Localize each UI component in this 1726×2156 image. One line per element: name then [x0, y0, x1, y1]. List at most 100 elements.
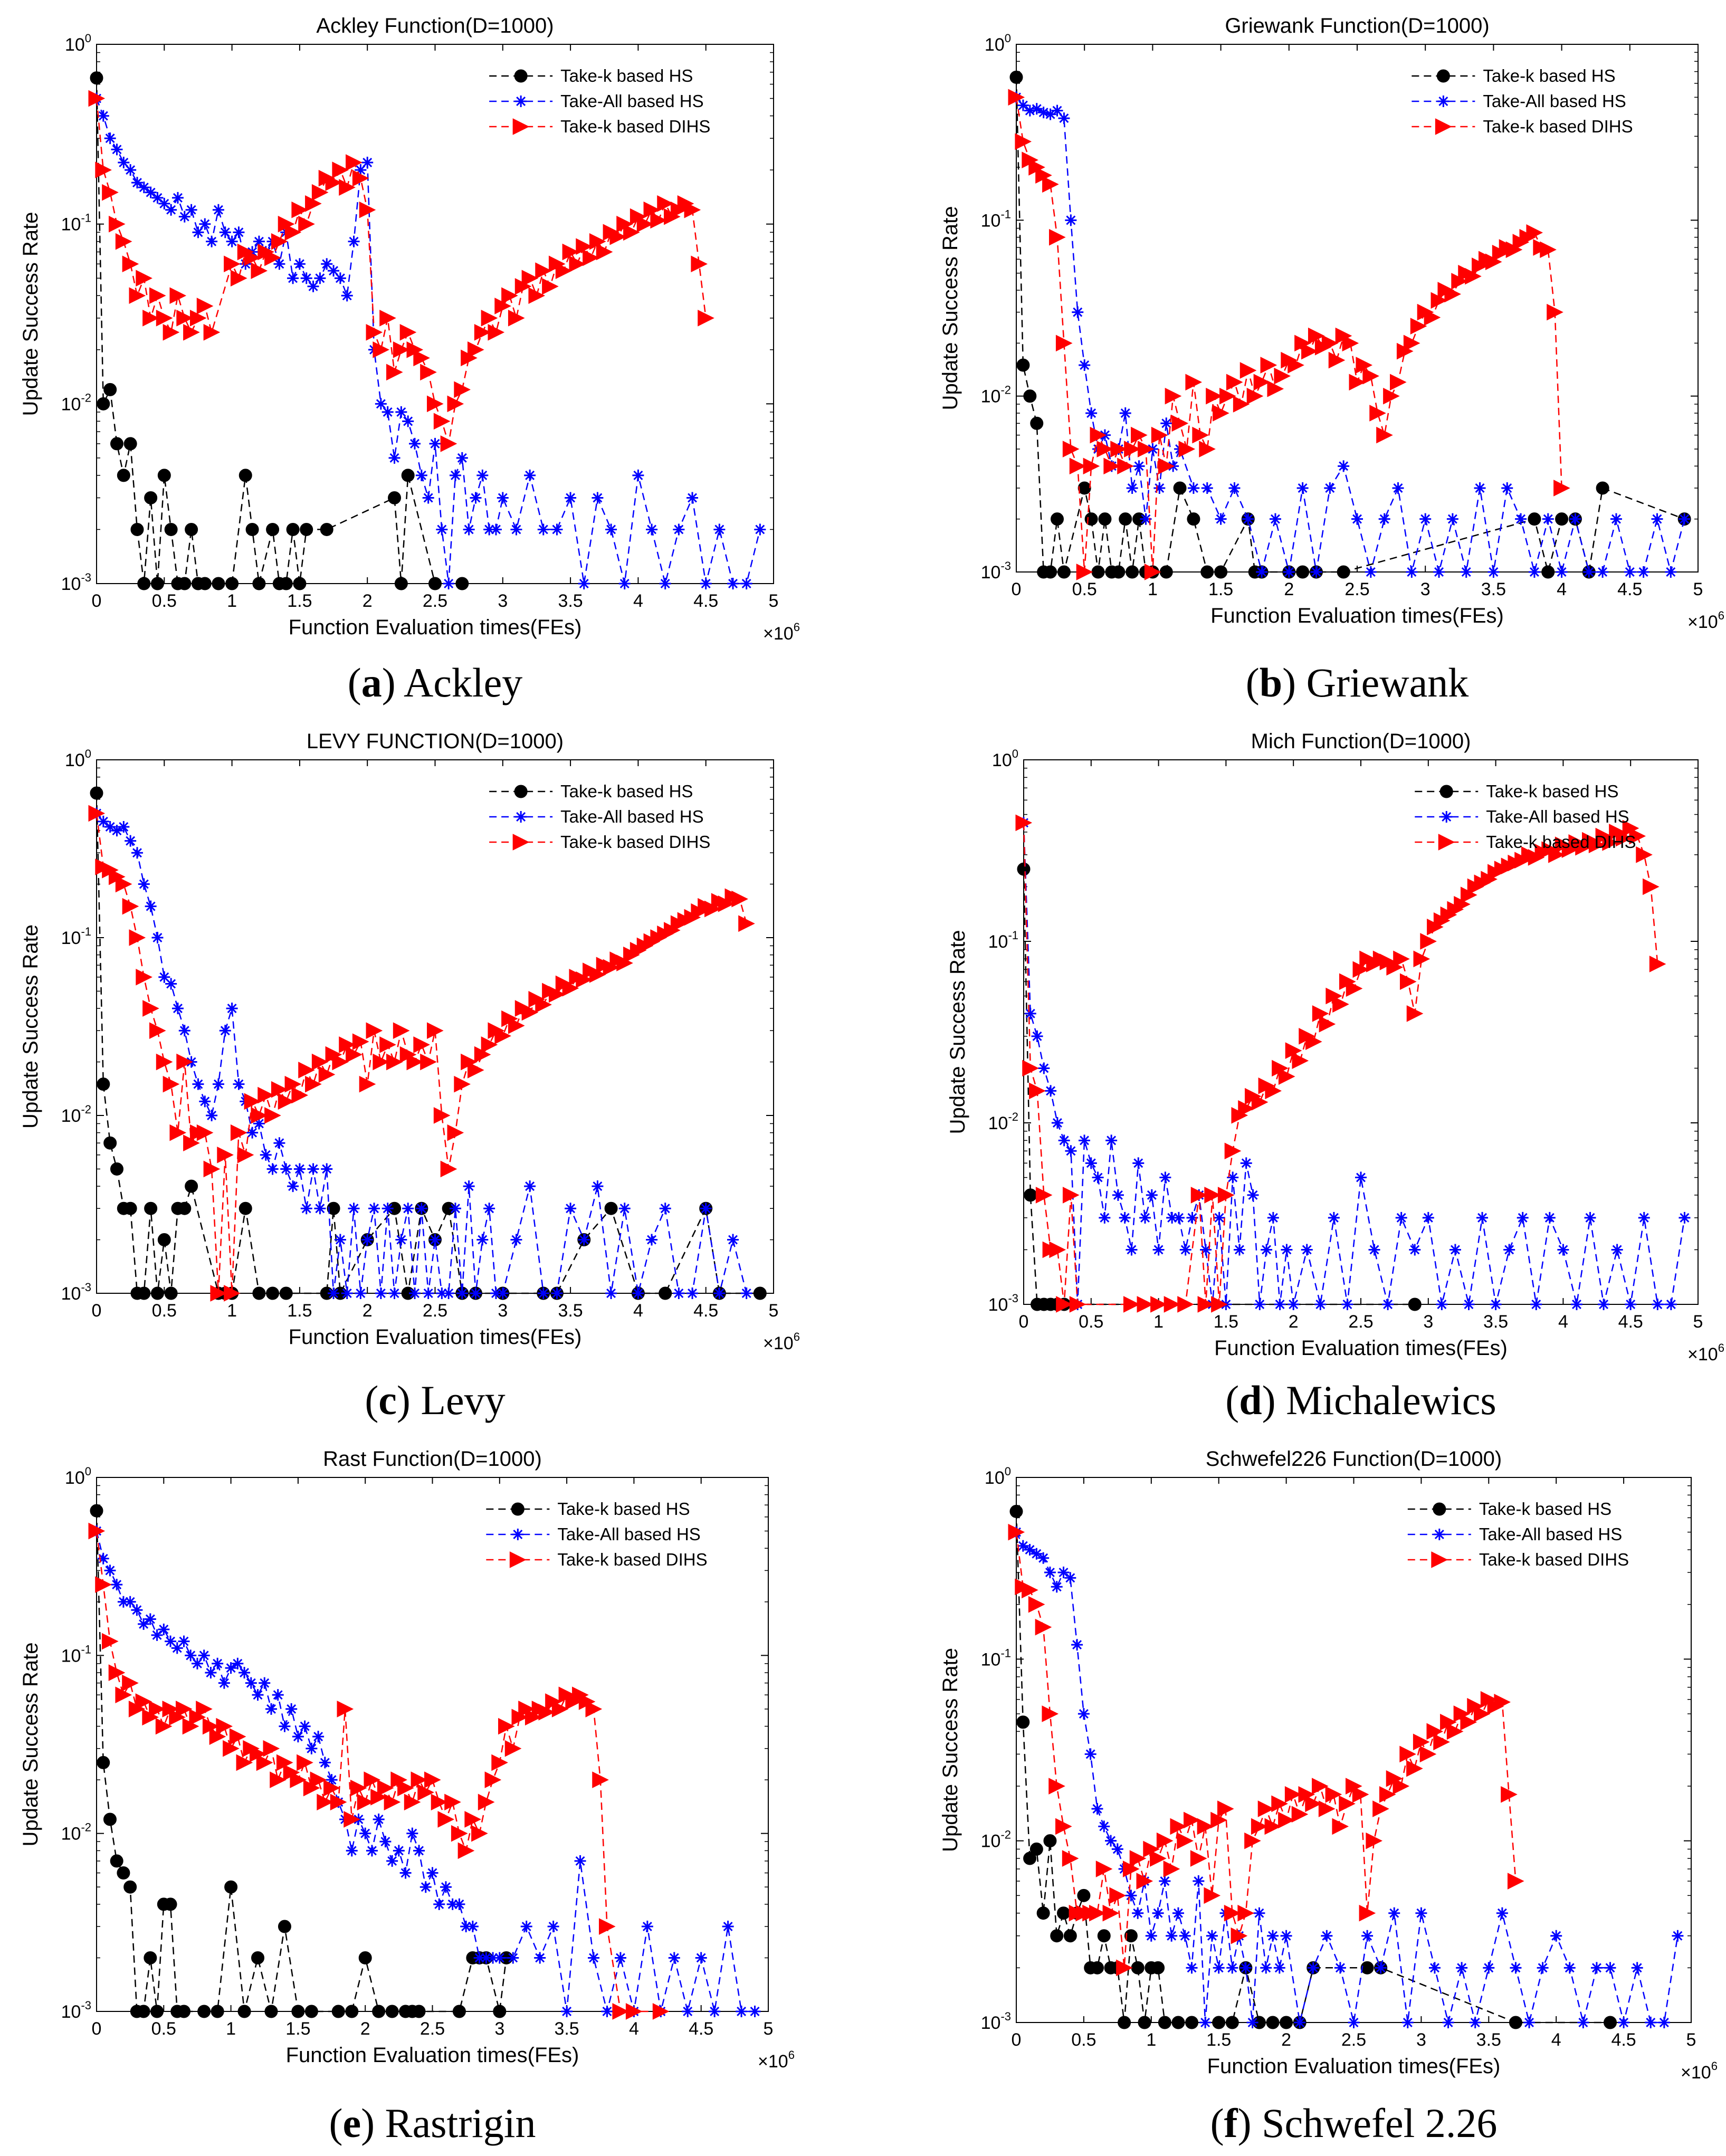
data-point: [436, 523, 448, 536]
data-point: [1062, 1850, 1079, 1867]
data-point: [632, 1287, 644, 1299]
data-point: [332, 1053, 349, 1071]
data-point: [409, 1287, 421, 1299]
x-tick-label: 3: [494, 2019, 504, 2039]
x-tick-label: 0: [1012, 2030, 1022, 2050]
data-point: [1119, 407, 1131, 419]
x-tick-label: 2: [360, 2019, 370, 2039]
data-point: [164, 1897, 177, 1911]
data-point: [1119, 512, 1132, 526]
data-point: [311, 184, 329, 201]
x-tick-label: 3.5: [1483, 1312, 1508, 1332]
data-point: [327, 1201, 340, 1215]
y-tick-label: 10-3: [61, 1999, 91, 2022]
data-point: [1501, 1786, 1518, 1803]
y-tick-label: 10-2: [61, 1103, 91, 1126]
x-tick-label: 4: [1551, 2030, 1561, 2050]
data-point: [501, 287, 518, 304]
data-point: [251, 1107, 268, 1124]
data-point: [440, 1881, 452, 1893]
data-point: [1652, 1299, 1664, 1310]
data-point: [1111, 1843, 1123, 1855]
data-point: [1611, 1244, 1623, 1256]
x-tick-label: 0: [1012, 579, 1022, 599]
x-tick-label: 1.5: [287, 591, 312, 611]
data-point: [1645, 2017, 1657, 2028]
data-point: [210, 1285, 227, 1302]
y-tick-label: 10-2: [981, 1828, 1011, 1852]
data-point: [1540, 241, 1557, 258]
data-point: [1063, 1929, 1077, 1943]
data-point: [279, 1286, 293, 1300]
y-tick-label: 10-3: [981, 559, 1011, 583]
data-point: [185, 1649, 197, 1662]
data-point: [454, 381, 471, 398]
data-point: [535, 262, 552, 279]
data-point: [1049, 228, 1066, 246]
data-point: [1065, 1145, 1077, 1157]
legend-marker: [512, 1529, 524, 1540]
data-point: [352, 1033, 369, 1050]
data-point: [1390, 374, 1407, 391]
x-tick-label: 3: [1423, 1312, 1433, 1332]
y-tick-label: 100: [65, 1465, 91, 1488]
data-point: [1201, 482, 1213, 494]
data-point: [348, 235, 360, 247]
data-point: [1334, 1962, 1346, 1974]
data-point: [585, 1701, 603, 1718]
x-tick-label: 5: [769, 1301, 779, 1321]
data-point: [1126, 482, 1138, 494]
data-point: [299, 1720, 311, 1732]
data-point: [510, 523, 522, 536]
data-point: [1424, 309, 1441, 326]
data-point: [1349, 374, 1366, 391]
data-point: [352, 169, 369, 187]
data-point: [1537, 1962, 1549, 1974]
data-point: [413, 1845, 425, 1857]
data-point: [551, 1287, 563, 1299]
data-point: [1151, 1961, 1165, 1974]
data-point: [212, 577, 225, 590]
data-point: [104, 1564, 116, 1577]
data-point: [1264, 1818, 1282, 1835]
data-point: [118, 157, 130, 169]
x-multiplier-label: ×106: [1681, 2059, 1718, 2083]
data-point: [1584, 1211, 1596, 1224]
data-point: [321, 1163, 333, 1175]
data-point: [101, 1633, 119, 1650]
data-point: [1233, 1244, 1245, 1256]
data-point: [291, 1086, 309, 1104]
data-point: [417, 1784, 434, 1801]
data-point: [547, 1921, 559, 1933]
x-tick-label: 2: [1289, 1312, 1299, 1332]
data-point: [253, 235, 265, 247]
data-point: [1665, 566, 1677, 578]
data-point: [487, 1952, 499, 1964]
data-point: [117, 469, 130, 482]
data-point: [1112, 1189, 1124, 1201]
x-tick-label: 0: [92, 2019, 102, 2039]
x-tick-label: 0: [1019, 1312, 1029, 1332]
data-point: [88, 90, 106, 107]
data-point: [588, 1952, 600, 1964]
x-axis-label: Function Evaluation times(FEs): [289, 1325, 582, 1349]
data-point: [344, 1811, 360, 1828]
panel-caption: (c) Levy: [365, 1377, 505, 1423]
legend-marker: [1436, 69, 1450, 83]
data-point: [310, 1771, 327, 1788]
data-point: [149, 1701, 166, 1718]
y-tick-label: 10-1: [981, 207, 1011, 231]
data-point: [605, 1287, 617, 1299]
data-point: [226, 235, 238, 247]
data-point: [341, 290, 353, 302]
data-point: [156, 309, 173, 327]
data-point: [88, 805, 106, 822]
data-point: [433, 413, 451, 430]
x-tick-label: 1.5: [1214, 1312, 1238, 1332]
data-point: [1378, 513, 1390, 525]
data-point: [1342, 335, 1359, 352]
x-tick-label: 2: [1281, 2030, 1291, 2050]
x-tick-label: 3: [1420, 579, 1431, 599]
data-point: [321, 258, 333, 270]
data-point: [1406, 1005, 1424, 1022]
